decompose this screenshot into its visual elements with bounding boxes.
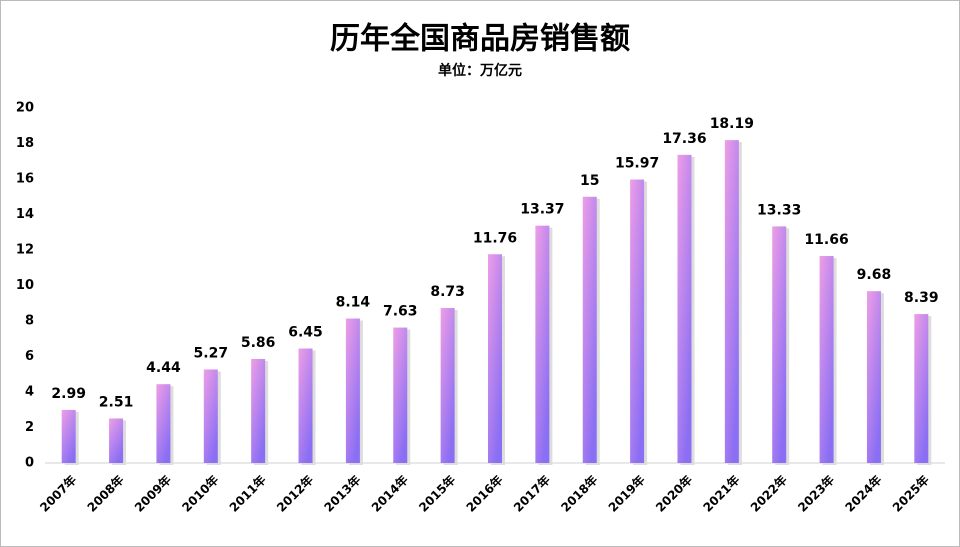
bar bbox=[582, 196, 597, 463]
bar bbox=[156, 384, 171, 463]
bar bbox=[819, 256, 834, 463]
value-label: 8.39 bbox=[904, 290, 939, 306]
value-label: 13.33 bbox=[757, 202, 801, 218]
value-label: 2.99 bbox=[51, 386, 86, 402]
y-tick-label: 8 bbox=[25, 314, 34, 329]
y-tick-label: 16 bbox=[16, 172, 34, 187]
bar bbox=[535, 225, 550, 463]
y-tick-label: 10 bbox=[16, 278, 34, 293]
value-label: 6.45 bbox=[288, 325, 323, 341]
value-label: 8.73 bbox=[430, 284, 465, 300]
y-tick-label: 18 bbox=[16, 136, 34, 151]
y-tick-label: 0 bbox=[25, 456, 34, 471]
value-label: 11.76 bbox=[473, 230, 517, 246]
value-label: 15 bbox=[580, 173, 599, 189]
value-label: 13.37 bbox=[520, 202, 564, 218]
bar bbox=[61, 409, 76, 463]
y-tick-label: 14 bbox=[16, 207, 34, 222]
bar bbox=[298, 348, 313, 463]
value-label: 15.97 bbox=[615, 156, 659, 172]
value-label: 7.63 bbox=[383, 304, 418, 320]
value-label: 5.86 bbox=[241, 335, 276, 351]
value-label: 2.51 bbox=[99, 394, 134, 410]
bar bbox=[345, 318, 360, 463]
value-label: 5.27 bbox=[194, 345, 229, 361]
bar bbox=[488, 254, 502, 463]
y-tick-label: 6 bbox=[25, 349, 34, 364]
bar bbox=[393, 327, 408, 463]
y-tick-label: 12 bbox=[16, 243, 34, 258]
value-label: 8.14 bbox=[336, 295, 371, 311]
y-tick-label: 4 bbox=[25, 385, 34, 400]
value-label: 4.44 bbox=[146, 360, 181, 376]
bar bbox=[914, 314, 929, 463]
bar bbox=[724, 140, 739, 463]
value-label: 18.19 bbox=[710, 116, 754, 132]
value-label: 9.68 bbox=[857, 267, 892, 283]
bar bbox=[109, 418, 124, 463]
bar bbox=[440, 308, 455, 463]
bar bbox=[203, 369, 218, 463]
bar bbox=[772, 226, 787, 463]
value-label: 17.36 bbox=[662, 131, 706, 147]
bar bbox=[677, 154, 692, 464]
chart-title: 历年全国商品房销售额 bbox=[330, 22, 630, 57]
y-tick-label: 2 bbox=[25, 420, 34, 435]
bar bbox=[866, 291, 881, 463]
bar bbox=[630, 179, 645, 463]
bar bbox=[251, 358, 266, 463]
value-label: 11.66 bbox=[804, 232, 848, 248]
chart-subtitle: 单位：万亿元 bbox=[438, 62, 522, 79]
y-tick-label: 20 bbox=[16, 101, 34, 116]
